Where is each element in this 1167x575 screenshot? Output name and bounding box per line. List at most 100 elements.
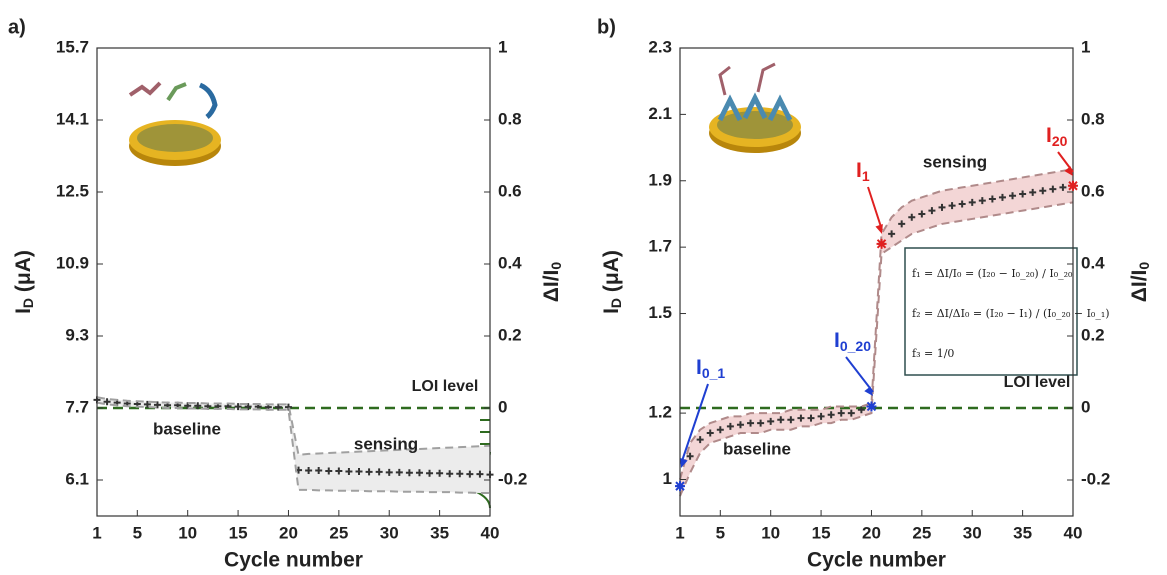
data-point	[757, 419, 765, 427]
data-point	[345, 467, 353, 475]
data-point	[325, 467, 333, 475]
data-point	[978, 197, 986, 205]
sensor-illustration-b	[709, 62, 801, 153]
y2-axis-title-sub: 0	[548, 262, 564, 270]
data-point	[686, 452, 694, 460]
formula-box	[904, 247, 1078, 376]
annotation-label: I1	[856, 159, 870, 184]
annotation-arrow	[680, 383, 709, 465]
x-tick-label: 15	[229, 523, 248, 542]
y-tick-label: 10.9	[56, 253, 89, 272]
annotation-main: I	[696, 356, 702, 379]
x-tick-label: 1	[675, 523, 684, 542]
data-point	[726, 422, 734, 430]
data-point	[716, 426, 724, 434]
y2-tick-label: 0.4	[1081, 253, 1105, 272]
data-point	[898, 220, 906, 228]
data-point	[706, 429, 714, 437]
x-tick-label: 15	[812, 523, 831, 542]
data-point	[948, 202, 956, 210]
y-tick-label: 1.5	[648, 303, 672, 322]
y-tick-label: 1.7	[648, 237, 672, 256]
data-point	[938, 203, 946, 211]
x-tick-label: 10	[761, 523, 780, 542]
y-axis-title-main: I	[600, 308, 623, 314]
data-point	[305, 467, 313, 475]
panel-label: b)	[597, 16, 616, 38]
data-point	[315, 467, 323, 475]
data-point	[446, 470, 454, 478]
arrow-head	[864, 386, 873, 396]
y2-axis-title-main: ΔI/I	[1128, 270, 1151, 303]
data-point	[736, 421, 744, 429]
y-axis-title: ID (μA)	[600, 250, 624, 314]
data-point	[426, 469, 434, 477]
data-point	[888, 230, 896, 238]
data-point	[234, 403, 242, 411]
x-tick-label: 25	[912, 523, 931, 542]
data-point	[466, 470, 474, 478]
y-tick-label: 14.1	[56, 109, 89, 128]
x-tick-label: 20	[279, 523, 298, 542]
region-label: baseline	[153, 419, 221, 438]
y-tick-label: 7.7	[65, 397, 89, 416]
data-point	[1019, 190, 1027, 198]
data-point	[1039, 187, 1047, 195]
region-label: sensing	[923, 152, 987, 171]
y2-tick-label: 0	[1081, 397, 1090, 416]
y2-axis-title-main: ΔI/I	[540, 270, 563, 303]
annotation-sub: 0_1	[702, 365, 726, 381]
annotation-main: I	[834, 329, 840, 352]
loi-label: LOI level	[412, 378, 479, 395]
data-point	[375, 468, 383, 476]
annotation-label: I20	[1046, 124, 1068, 149]
data-point	[103, 398, 111, 406]
data-point	[153, 401, 161, 409]
data-point	[365, 468, 373, 476]
y2-tick-label: 0.4	[498, 253, 522, 272]
loi-label: LOI level	[1004, 374, 1071, 391]
data-point	[385, 468, 393, 476]
x-axis-title: Cycle number	[807, 549, 946, 572]
data-point	[696, 436, 704, 444]
y-axis-title-rest: (μA)	[600, 250, 623, 298]
band-edge	[96, 401, 490, 495]
y2-tick-label: 0.6	[1081, 181, 1105, 200]
sensor-illustration-a	[128, 81, 221, 166]
band-edge	[96, 396, 491, 456]
y2-axis-title: ΔI/I0	[540, 262, 564, 303]
x-tick-label: 35	[430, 523, 449, 542]
band-edge	[679, 201, 1074, 497]
y-tick-label: 6.1	[65, 469, 89, 488]
y2-tick-label: 0.8	[1081, 109, 1105, 128]
data-point	[797, 414, 805, 422]
y2-tick-label: 0.6	[498, 181, 522, 200]
panel-label: a)	[8, 16, 26, 38]
data-point	[395, 468, 403, 476]
y2-axis-title-sub: 0	[1136, 262, 1152, 270]
x-tick-label: 1	[92, 523, 101, 542]
plot-frame	[679, 47, 1074, 517]
data-point	[1049, 185, 1057, 193]
data-point	[857, 406, 865, 414]
region-label: sensing	[354, 434, 418, 453]
data-point	[908, 213, 916, 221]
arrow-head	[680, 458, 688, 468]
data-point	[355, 467, 363, 475]
y-axis-title-rest: (μA)	[12, 250, 35, 298]
y-tick-label: 2.1	[648, 104, 672, 123]
data-point	[988, 195, 996, 203]
data-point	[847, 409, 855, 417]
y-tick-label: 2.3	[648, 37, 672, 56]
annotation-sub: 1	[862, 168, 870, 184]
highlight-star	[866, 401, 877, 412]
y2-tick-label: 1	[1081, 37, 1090, 56]
data-point	[767, 417, 775, 425]
y-axis-title: ID (μA)	[12, 250, 36, 314]
annotation-sub: 0_20	[840, 338, 871, 354]
data-point	[244, 403, 252, 411]
y2-tick-label: -0.2	[1081, 469, 1110, 488]
band-edge	[679, 168, 1074, 480]
annotation-label: I0_1	[696, 356, 725, 381]
